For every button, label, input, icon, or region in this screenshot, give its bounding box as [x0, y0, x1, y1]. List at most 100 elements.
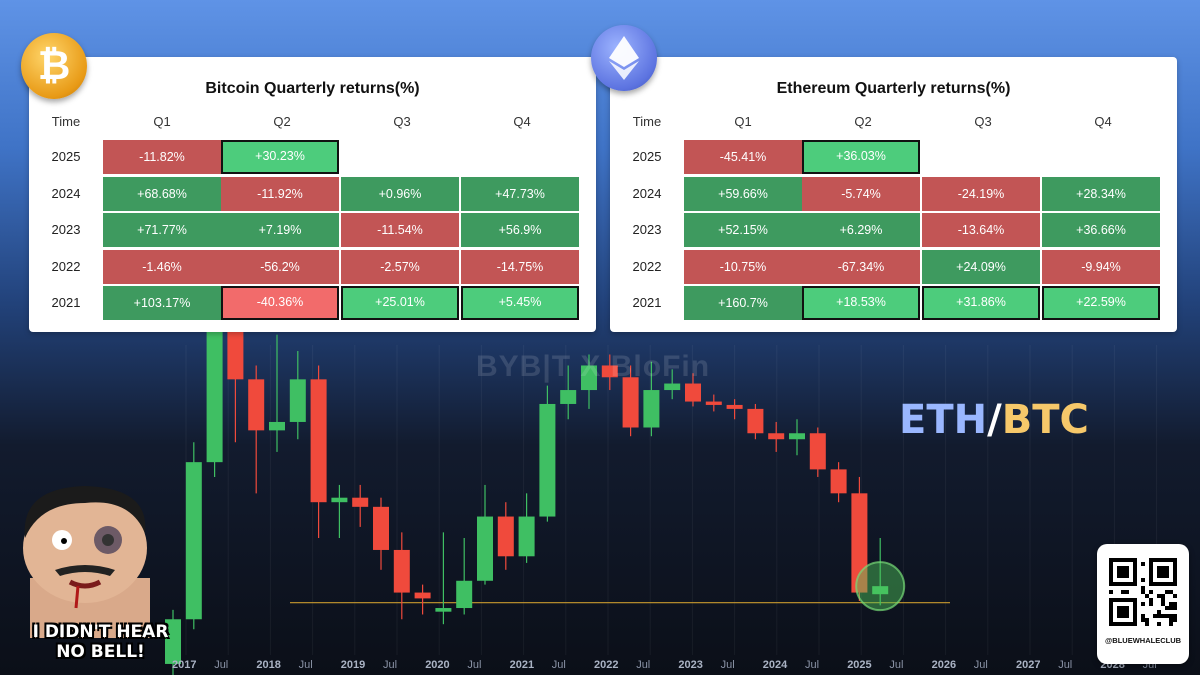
table-cell: -1.46% — [103, 249, 221, 284]
table-cell: +24.09% — [922, 249, 1040, 284]
table-cell: +30.23% — [221, 140, 339, 174]
table-cell: -45.41% — [684, 140, 802, 174]
x-axis-tick-label: 2017 — [172, 659, 197, 671]
x-axis-tick-label: Jul — [298, 659, 313, 671]
table-header-q2: Q2 — [273, 114, 291, 129]
btc-table-title: Bitcoin Quarterly returns(%) — [205, 80, 420, 97]
table-row-year: 2022 — [632, 258, 662, 274]
candle-body — [830, 469, 847, 494]
table-cell: +36.66% — [1042, 213, 1160, 247]
candle-body — [185, 462, 202, 620]
candle-body — [601, 365, 618, 378]
x-axis-tick-label: Jul — [720, 659, 735, 671]
table-cell: -13.64% — [922, 213, 1040, 247]
candle-body — [435, 608, 452, 612]
candle-body — [414, 592, 431, 599]
x-axis-tick-label: Jul — [805, 659, 820, 671]
qr-code-icon — [1109, 558, 1177, 626]
table-cell: +0.96% — [341, 176, 459, 211]
btc-returns-table: Bitcoin Quarterly returns(%) Time Q1 Q2 Q3 Q… — [29, 57, 596, 332]
table-cell: +56.9% — [461, 213, 579, 247]
candle-body — [560, 390, 577, 404]
table-row-year: 2023 — [51, 222, 81, 237]
x-axis-tick-label: 2023 — [678, 659, 703, 671]
table-cell: +18.53% — [802, 286, 920, 320]
candle-body — [456, 580, 473, 609]
table-cell: +71.77% — [103, 213, 221, 247]
table-row-year: 2024 — [632, 185, 662, 201]
x-axis-tick-label: 2027 — [1016, 659, 1041, 671]
table-header-q4: Q4 — [513, 114, 531, 129]
candle-body — [685, 383, 701, 402]
ethereum-coin-icon — [591, 25, 657, 91]
table-header-q3: Q3 — [393, 114, 411, 129]
candle-body — [622, 377, 639, 428]
x-axis-tick-label: 2024 — [762, 659, 788, 671]
candle-body — [518, 516, 535, 557]
table-cell: -11.82% — [103, 140, 221, 174]
x-axis-tick-label: 2025 — [847, 659, 872, 671]
table-row-year: 2024 — [51, 185, 81, 201]
table-row-year: 2023 — [632, 222, 662, 237]
x-axis-tick-label: 2026 — [931, 659, 957, 671]
table-cell: +25.01% — [341, 286, 459, 320]
table-cell: -2.57% — [341, 249, 459, 284]
x-axis-tick-label: 2021 — [509, 659, 535, 671]
table-row-year: 2022 — [51, 258, 81, 274]
table-header-q3: Q3 — [974, 114, 992, 129]
x-axis-tick-label: Jul — [383, 659, 398, 671]
candle-body — [352, 497, 369, 507]
meme-caption: I DIDN'T HEAR NO BELL! — [8, 622, 193, 662]
table-cell: +5.45% — [461, 286, 579, 320]
qr-handle: @BLUEWHALECLUB — [1104, 636, 1182, 645]
bitcoin-coin-icon: ₿ — [21, 33, 87, 99]
candle-body — [373, 506, 389, 550]
pair-quote: BTC — [1001, 397, 1089, 443]
table-row-year: 2025 — [51, 149, 81, 164]
pair-separator: / — [987, 397, 1002, 443]
table-header-time: Time — [632, 114, 662, 129]
candle-body — [248, 379, 265, 431]
candle-body — [310, 379, 327, 503]
table-cell: +47.73% — [461, 176, 579, 211]
x-axis-tick-label: Jul — [467, 659, 482, 671]
table-cell: +36.03% — [802, 140, 920, 174]
candle-body — [726, 404, 743, 409]
table-cell: -14.75% — [461, 249, 579, 284]
table-cell: -40.36% — [221, 286, 339, 320]
table-cell: +22.59% — [1042, 286, 1160, 320]
candle-body — [497, 516, 514, 557]
eth-returns-table: Ethereum Quarterly returns(%) Time Q1 Q2 Q3… — [610, 57, 1177, 332]
x-axis-tick-label: Jul — [551, 659, 566, 671]
candle-body — [393, 549, 410, 593]
table-cell: -10.75% — [684, 249, 802, 284]
table-header-q1: Q1 — [734, 114, 752, 129]
table-cell: -11.54% — [341, 213, 459, 247]
table-cell: +52.15% — [684, 213, 802, 247]
x-axis-tick-label: Jul — [1058, 659, 1073, 671]
table-cell: -11.92% — [221, 176, 339, 211]
meme-caption-line-1: I DIDN'T HEAR — [32, 622, 169, 642]
table-row-year: 2021 — [632, 295, 662, 310]
table-cell: -9.94% — [1042, 249, 1160, 284]
pair-label: ETH/BTC — [899, 397, 1089, 443]
current-candle-highlight — [855, 561, 906, 612]
table-cell: +68.68% — [103, 176, 221, 211]
table-cell: +160.7% — [684, 286, 802, 320]
table-header-time: Time — [51, 114, 81, 129]
candle-body — [664, 383, 681, 391]
x-axis-tick-label: Jul — [636, 659, 651, 671]
x-axis-tick-label: 2019 — [340, 659, 366, 671]
x-axis-tick-label: Jul — [973, 659, 988, 671]
table-cell: -5.74% — [802, 176, 920, 211]
x-axis-tick-label: Jul — [889, 659, 904, 671]
candle-body — [206, 312, 223, 463]
table-cell: -24.19% — [922, 176, 1040, 211]
table-cell: +103.17% — [103, 286, 221, 320]
candle-body — [269, 421, 285, 431]
qr-code-card[interactable]: @BLUEWHALECLUB — [1097, 544, 1189, 664]
table-cell: +7.19% — [221, 213, 339, 247]
candle-body — [539, 403, 556, 517]
x-axis-tick-label: 2018 — [256, 659, 281, 671]
meme-caption-line-2: NO BELL! — [56, 642, 145, 662]
